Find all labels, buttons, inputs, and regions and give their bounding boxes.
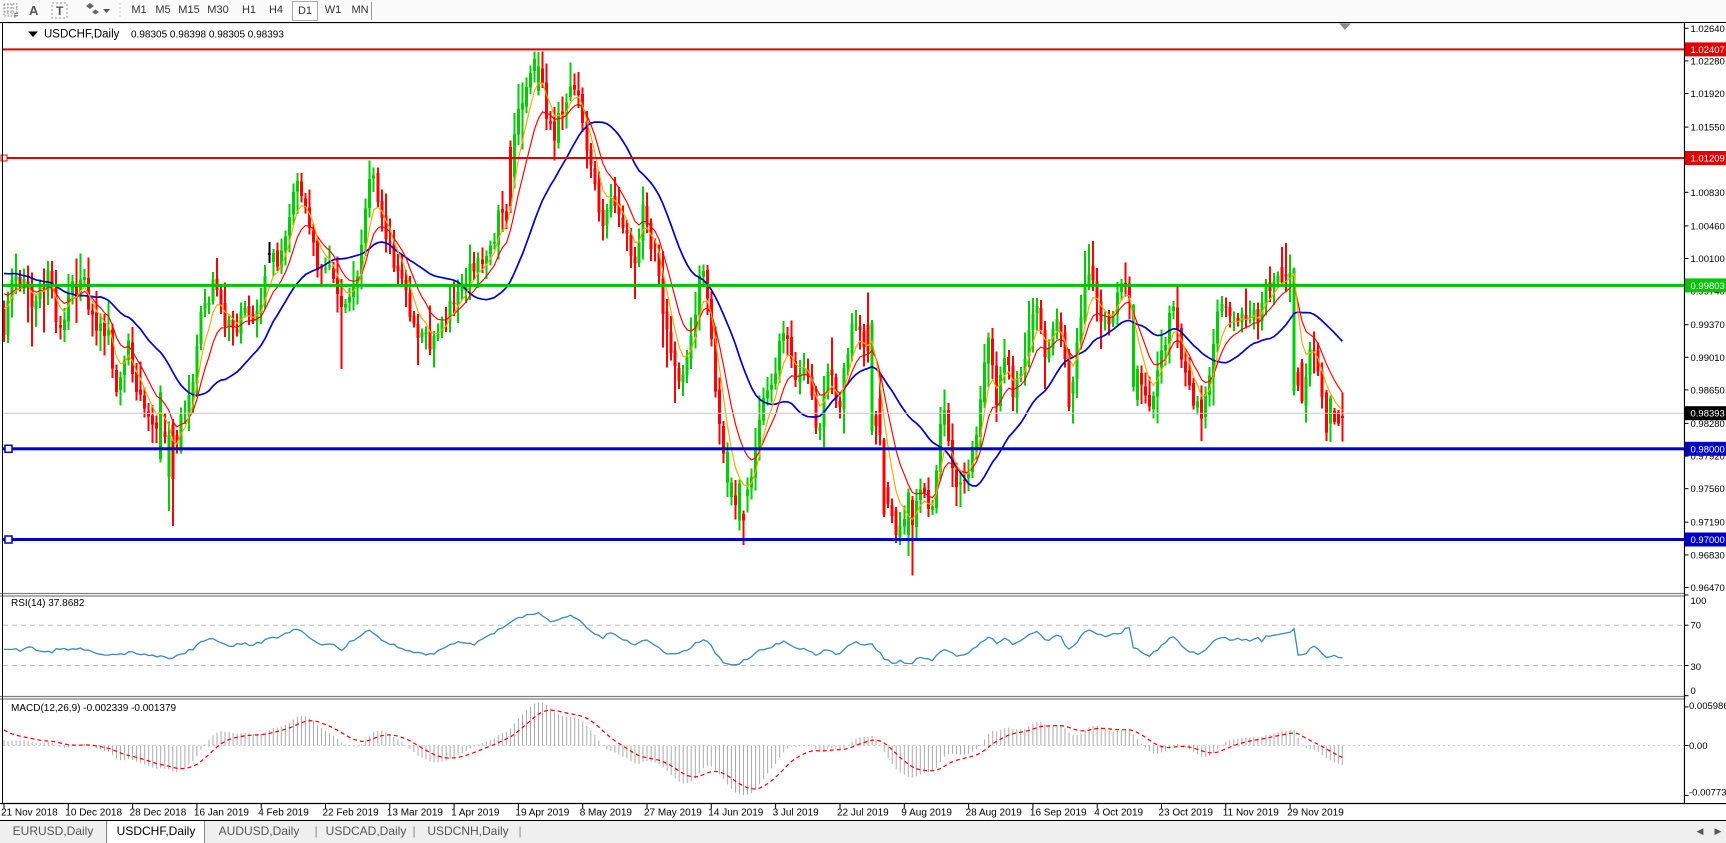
svg-text:T: T: [56, 4, 64, 18]
svg-text:8 May 2019: 8 May 2019: [580, 808, 633, 819]
svg-text:3 Jul 2019: 3 Jul 2019: [773, 808, 820, 819]
svg-text:22 Jul 2019: 22 Jul 2019: [837, 808, 889, 819]
svg-text:10 Dec 2018: 10 Dec 2018: [65, 808, 122, 819]
svg-text:28 Dec 2018: 28 Dec 2018: [130, 808, 187, 819]
svg-text:0.96830: 0.96830: [1691, 550, 1725, 561]
svg-text:MACD(12,26,9) -0.002339 -0.001: MACD(12,26,9) -0.002339 -0.001379: [11, 703, 177, 714]
svg-text:0.98000: 0.98000: [1691, 444, 1725, 455]
svg-text:A: A: [29, 3, 39, 18]
svg-text:9 Aug 2019: 9 Aug 2019: [901, 808, 952, 819]
svg-text:1.00830: 1.00830: [1691, 188, 1725, 199]
svg-text:0.98305 0.98398 0.98305 0.9839: 0.98305 0.98398 0.98305 0.98393: [131, 30, 284, 41]
svg-text:23 Oct 2019: 23 Oct 2019: [1159, 808, 1214, 819]
svg-text:0.98393: 0.98393: [1691, 409, 1725, 420]
svg-text:1.01920: 1.01920: [1691, 89, 1725, 100]
svg-text:1.02407: 1.02407: [1691, 45, 1725, 56]
svg-text:1.00460: 1.00460: [1691, 221, 1725, 232]
svg-text:100: 100: [1691, 596, 1707, 607]
svg-text:4 Feb 2019: 4 Feb 2019: [258, 808, 309, 819]
svg-text:RSI(14) 37.8682: RSI(14) 37.8682: [11, 598, 85, 609]
svg-text:1.02640: 1.02640: [1691, 24, 1725, 35]
svg-text:19 Apr 2019: 19 Apr 2019: [515, 808, 569, 819]
svg-text:28 Aug 2019: 28 Aug 2019: [966, 808, 1023, 819]
svg-text:0.99010: 0.99010: [1691, 353, 1725, 364]
svg-text:1.02280: 1.02280: [1691, 56, 1725, 67]
svg-text:22 Feb 2019: 22 Feb 2019: [323, 808, 380, 819]
svg-text:F: F: [14, 13, 18, 20]
svg-text:11 Nov 2019: 11 Nov 2019: [1223, 808, 1279, 819]
svg-text:14 Jun 2019: 14 Jun 2019: [708, 808, 763, 819]
svg-text:16 Sep 2019: 16 Sep 2019: [1030, 808, 1087, 819]
svg-text:0.98280: 0.98280: [1691, 419, 1725, 430]
svg-text:16 Jan 2019: 16 Jan 2019: [194, 808, 249, 819]
svg-text:30: 30: [1691, 662, 1702, 673]
svg-text:0.97190: 0.97190: [1691, 518, 1725, 529]
svg-text:1.01209: 1.01209: [1691, 154, 1725, 165]
svg-text:-0.007737: -0.007737: [1689, 787, 1726, 798]
svg-text:0.98650: 0.98650: [1691, 385, 1725, 396]
svg-text:1.01550: 1.01550: [1691, 123, 1725, 134]
svg-text:0.97920: 0.97920: [1691, 452, 1725, 463]
svg-text:0.005986: 0.005986: [1689, 701, 1726, 712]
svg-text:1 Apr 2019: 1 Apr 2019: [451, 808, 500, 819]
svg-text:0.97000: 0.97000: [1691, 535, 1725, 546]
svg-text:0.00: 0.00: [1689, 741, 1708, 752]
svg-text:0.97560: 0.97560: [1691, 484, 1725, 495]
svg-text:29 Nov 2019: 29 Nov 2019: [1287, 808, 1344, 819]
svg-text:1.00100: 1.00100: [1691, 254, 1725, 265]
svg-text:4 Oct 2019: 4 Oct 2019: [1094, 808, 1143, 819]
svg-text:0.96470: 0.96470: [1691, 583, 1725, 594]
svg-text:USDCHF,Daily: USDCHF,Daily: [44, 29, 120, 41]
svg-text:27 May 2019: 27 May 2019: [644, 808, 702, 819]
svg-text:13 Mar 2019: 13 Mar 2019: [387, 808, 444, 819]
svg-text:70: 70: [1691, 621, 1702, 632]
svg-text:0.99803: 0.99803: [1691, 281, 1725, 292]
svg-text:21 Nov 2018: 21 Nov 2018: [1, 808, 58, 819]
svg-text:0.99370: 0.99370: [1691, 320, 1725, 331]
svg-text:0: 0: [1691, 686, 1696, 697]
